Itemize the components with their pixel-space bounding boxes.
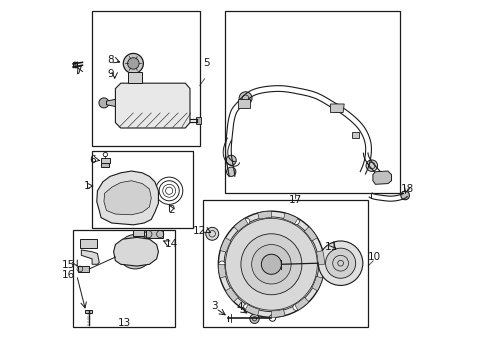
Circle shape (249, 314, 259, 323)
Circle shape (400, 191, 408, 200)
Polygon shape (97, 171, 158, 225)
Circle shape (243, 304, 249, 310)
Circle shape (125, 242, 145, 262)
Circle shape (100, 197, 108, 206)
Circle shape (142, 199, 150, 208)
Bar (101, 163, 109, 167)
Wedge shape (220, 238, 230, 252)
Wedge shape (218, 264, 226, 278)
Circle shape (239, 92, 251, 105)
Bar (92, 12, 199, 146)
Circle shape (251, 244, 290, 284)
Circle shape (123, 53, 143, 73)
Text: 13: 13 (118, 319, 131, 328)
Polygon shape (104, 181, 151, 215)
Circle shape (261, 254, 281, 274)
Polygon shape (128, 72, 142, 83)
Circle shape (317, 261, 324, 267)
Wedge shape (283, 213, 297, 224)
Circle shape (226, 167, 235, 176)
Wedge shape (271, 309, 285, 318)
Bar (101, 158, 110, 163)
Text: 16: 16 (62, 270, 75, 280)
Text: 6: 6 (89, 155, 96, 165)
Text: 14: 14 (164, 239, 177, 249)
Polygon shape (133, 230, 144, 236)
Bar (92, 151, 192, 228)
Text: 2: 2 (168, 206, 175, 216)
Polygon shape (106, 99, 115, 107)
Text: 11: 11 (324, 242, 337, 252)
Circle shape (292, 218, 299, 225)
Bar (73, 230, 175, 327)
Circle shape (243, 218, 249, 225)
Text: 1: 1 (83, 181, 90, 191)
Wedge shape (311, 276, 322, 291)
Polygon shape (330, 104, 344, 113)
Circle shape (218, 261, 224, 267)
Text: 4: 4 (236, 302, 243, 312)
Bar (145, 230, 163, 238)
Circle shape (366, 160, 377, 171)
Wedge shape (244, 305, 259, 315)
Text: 17: 17 (288, 195, 301, 206)
Circle shape (205, 227, 218, 240)
Circle shape (226, 155, 236, 165)
Text: 15: 15 (62, 260, 75, 270)
Text: 12: 12 (192, 226, 206, 236)
Wedge shape (294, 297, 308, 310)
Bar (224, 12, 400, 193)
Wedge shape (225, 288, 238, 302)
Polygon shape (81, 250, 99, 264)
Circle shape (224, 217, 318, 312)
Wedge shape (304, 227, 317, 241)
Polygon shape (238, 99, 249, 108)
Bar (73, 62, 77, 67)
Polygon shape (113, 237, 158, 266)
Circle shape (114, 184, 127, 197)
Bar (85, 310, 92, 314)
Wedge shape (316, 251, 324, 264)
Text: 10: 10 (367, 252, 381, 262)
Circle shape (127, 58, 139, 69)
Bar (203, 200, 367, 327)
Circle shape (218, 211, 324, 318)
Text: 3: 3 (210, 301, 217, 311)
Circle shape (292, 304, 299, 310)
Polygon shape (80, 239, 97, 248)
Text: 9: 9 (107, 69, 113, 79)
Circle shape (99, 98, 109, 108)
Bar (351, 132, 358, 138)
Wedge shape (257, 211, 271, 219)
Bar (196, 117, 201, 125)
Text: 5: 5 (203, 58, 209, 68)
Text: 8: 8 (107, 55, 113, 65)
Circle shape (118, 234, 152, 269)
Circle shape (241, 234, 301, 295)
Polygon shape (372, 171, 391, 184)
Wedge shape (233, 218, 247, 231)
Circle shape (269, 315, 275, 321)
Text: 18: 18 (400, 184, 413, 194)
Circle shape (325, 248, 355, 278)
Circle shape (332, 104, 340, 113)
Circle shape (318, 241, 362, 285)
Bar (78, 266, 89, 272)
Polygon shape (115, 83, 190, 128)
Text: 7: 7 (75, 66, 82, 76)
Circle shape (225, 219, 317, 310)
